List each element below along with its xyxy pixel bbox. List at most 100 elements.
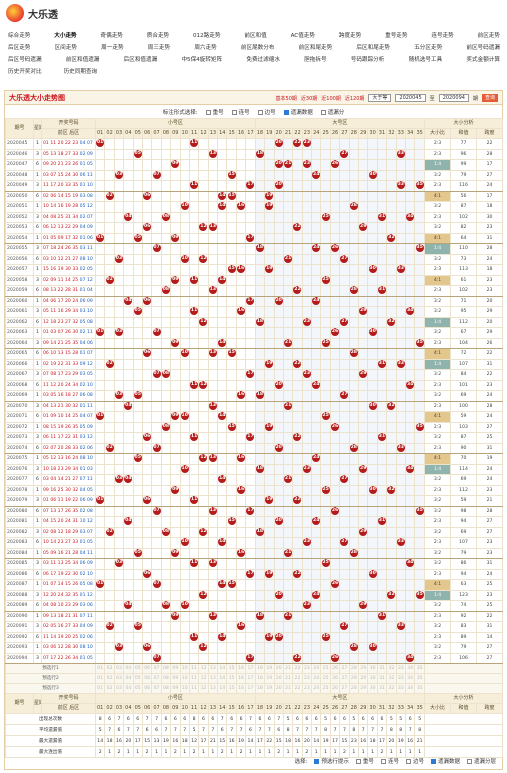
nav-link[interactable]: 奇偶走势: [100, 33, 123, 39]
preselect-number[interactable]: 06: [141, 673, 153, 684]
preselect-number[interactable]: 02: [104, 683, 115, 694]
nav-link[interactable]: 号码跟踪分析: [350, 57, 385, 63]
nav-link[interactable]: 综合走势: [8, 33, 31, 39]
preselect-number[interactable]: 04: [123, 663, 134, 674]
option[interactable]: 重号: [355, 757, 374, 765]
option[interactable]: 重号: [205, 108, 224, 116]
checkbox[interactable]: [320, 110, 326, 115]
preselect-number[interactable]: 06: [141, 663, 153, 674]
preselect-number[interactable]: 24: [311, 663, 322, 674]
nav-link[interactable]: 跨度走势: [338, 33, 362, 39]
preselect-number[interactable]: 09: [170, 683, 181, 694]
preselect-number[interactable]: 07: [151, 683, 162, 694]
from-input[interactable]: 2020045: [395, 94, 426, 102]
preselect-number[interactable]: 11: [188, 663, 200, 674]
preselect-number[interactable]: 27: [339, 663, 350, 674]
preselect-number[interactable]: 33: [395, 673, 406, 684]
preselect-number[interactable]: 29: [357, 683, 369, 694]
preselect-number[interactable]: 24: [311, 673, 322, 684]
preselect-number[interactable]: 33: [395, 683, 406, 694]
preselect-number[interactable]: 21: [282, 683, 294, 694]
preselect-number[interactable]: 04: [123, 683, 134, 694]
checkbox[interactable]: [314, 759, 320, 764]
preselect-number[interactable]: 28: [348, 673, 360, 684]
preselect-number[interactable]: 04: [123, 673, 134, 684]
nav-link[interactable]: 前区走势: [477, 33, 500, 39]
period-link[interactable]: 近100期: [321, 95, 341, 102]
preselect-number[interactable]: 26: [329, 683, 341, 694]
nav-link[interactable]: 后区和尾走势: [356, 45, 390, 51]
preselect-number[interactable]: 13: [207, 663, 219, 674]
nav-link[interactable]: 前区和值: [244, 33, 267, 39]
preselect-number[interactable]: 16: [235, 673, 247, 684]
preselect-number[interactable]: 35: [414, 673, 425, 684]
checkbox[interactable]: [283, 110, 289, 115]
preselect-number[interactable]: 33: [395, 663, 406, 674]
preselect-number[interactable]: 35: [414, 663, 425, 674]
nav-link[interactable]: 随机选号工具: [408, 57, 443, 63]
nav-link[interactable]: 中5保4旋转矩阵: [181, 57, 223, 63]
nav-link[interactable]: 免费过滤缩水: [246, 57, 280, 63]
preselect-number[interactable]: 15: [226, 673, 237, 684]
nav-link[interactable]: 五分区走势: [414, 45, 443, 51]
preselect-number[interactable]: 08: [160, 663, 172, 674]
preselect-number[interactable]: 02: [104, 673, 115, 684]
preselect-number[interactable]: 20: [273, 673, 284, 684]
option[interactable]: 边号: [405, 757, 424, 765]
period-link[interactable]: 近30期: [300, 95, 318, 102]
preselect-number[interactable]: 08: [160, 673, 172, 684]
preselect-number[interactable]: 21: [282, 673, 294, 684]
preselect-number[interactable]: 14: [217, 663, 228, 674]
preselect-number[interactable]: 17: [245, 673, 256, 684]
preselect-number[interactable]: 17: [245, 683, 256, 694]
preselect-number[interactable]: 27: [339, 683, 350, 694]
preselect-number[interactable]: 20: [273, 663, 284, 674]
nav-link[interactable]: 连号走势: [431, 33, 454, 39]
preselect-number[interactable]: 28: [348, 663, 360, 674]
checkbox[interactable]: [355, 759, 361, 764]
preselect-number[interactable]: 17: [245, 663, 256, 674]
preselect-number[interactable]: 22: [292, 683, 303, 694]
preselect-number[interactable]: 03: [113, 683, 125, 694]
preselect-number[interactable]: 19: [264, 673, 275, 684]
preselect-number[interactable]: 32: [386, 683, 397, 694]
checkbox[interactable]: [405, 759, 411, 764]
option[interactable]: 遗漏分层: [466, 757, 496, 765]
preselect-number[interactable]: 02: [104, 663, 115, 674]
preselect-number[interactable]: 25: [320, 673, 331, 684]
preselect-number[interactable]: 14: [217, 673, 228, 684]
option[interactable]: 连号: [231, 108, 250, 116]
preselect-number[interactable]: 25: [320, 663, 331, 674]
preselect-number[interactable]: 01: [94, 683, 106, 694]
preselect-number[interactable]: 30: [367, 683, 378, 694]
preselect-number[interactable]: 14: [217, 683, 228, 694]
preselect-number[interactable]: 01: [94, 663, 106, 674]
option[interactable]: 边号: [257, 108, 276, 116]
nav-link[interactable]: 大小走势: [54, 33, 77, 39]
option[interactable]: 预选行提示: [314, 757, 349, 765]
preselect-number[interactable]: 19: [264, 663, 275, 674]
logo[interactable]: [6, 4, 24, 22]
preselect-number[interactable]: 31: [376, 683, 388, 694]
preselect-number[interactable]: 31: [376, 663, 388, 674]
preselect-number[interactable]: 23: [301, 683, 313, 694]
nav-link[interactable]: 周六走势: [194, 45, 217, 51]
preselect-number[interactable]: 32: [386, 663, 397, 674]
preselect-number[interactable]: 29: [357, 663, 369, 674]
preselect-number[interactable]: 05: [132, 673, 143, 684]
preselect-number[interactable]: 08: [160, 683, 172, 694]
preselect-number[interactable]: 09: [170, 673, 181, 684]
nav-link[interactable]: 前区号码遗漏: [466, 45, 500, 51]
preselect-number[interactable]: 12: [198, 673, 209, 684]
preselect-number[interactable]: 32: [386, 673, 397, 684]
nav-link[interactable]: 历史同期查询: [63, 69, 98, 75]
preselect-number[interactable]: 11: [188, 683, 200, 694]
nav-link[interactable]: 前区和尾走势: [298, 45, 333, 51]
range-select[interactable]: 大于等: [368, 94, 392, 102]
preselect-number[interactable]: 30: [367, 663, 378, 674]
option[interactable]: 连号: [380, 757, 399, 765]
nav-link[interactable]: 奖式金额计算: [466, 57, 500, 63]
preselect-number[interactable]: 21: [282, 663, 294, 674]
preselect-number[interactable]: 16: [235, 683, 247, 694]
period-link[interactable]: 近120期: [344, 95, 365, 102]
